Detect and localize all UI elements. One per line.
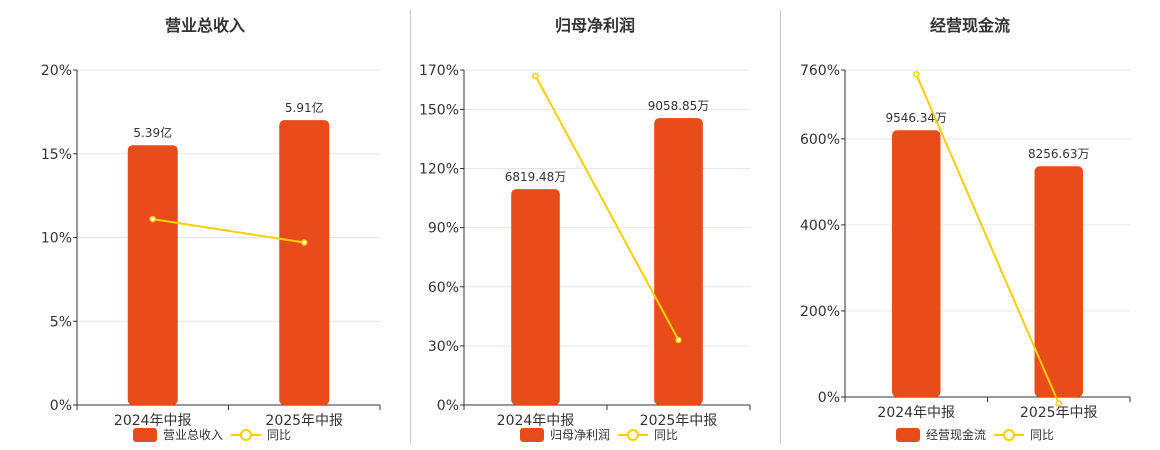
chart-panel-revenue: 营业总收入 0% 5% 10% 15% 20% 5.39亿 2024年中报 5.91亿 2025… [0,0,410,450]
yoy-point [913,71,920,78]
bar-value-label: 6819.48万 [505,170,567,184]
y-tick-label: 120% [419,162,459,178]
y-tick-label: 400% [800,218,840,234]
y-tick-label: 30% [428,339,459,355]
yoy-point [301,239,308,246]
legend-line-label: 同比 [267,428,292,442]
bar [892,130,941,398]
chart-title: 经营现金流 [929,16,1010,35]
bar-value-label: 8256.63万 [1028,147,1090,161]
bar-value-label: 9058.85万 [648,99,710,113]
legend-line-label: 同比 [654,428,679,442]
yoy-point [149,215,156,223]
yoy-point [675,336,682,344]
panel-divider [410,10,411,444]
x-tick-label: 2024年中报 [877,405,955,421]
y-tick-label: 15% [41,147,72,163]
y-tick-label: 150% [419,102,459,118]
y-tick-label: 5% [50,314,72,330]
x-tick-label: 2025年中报 [265,413,343,429]
bar-value-label: 9546.34万 [885,111,947,125]
chart-plot: 0% 5% 10% 15% 20% 5.39亿 2024年中报 5.91亿 2025年中报 [41,63,381,429]
bar [1034,166,1083,397]
chart-legend: 经营现金流 同比 [780,426,1160,443]
yoy-line [152,218,305,244]
x-tick-label: 2024年中报 [114,413,192,429]
legend-bar-swatch [132,427,157,442]
legend-line-swatch [618,428,648,441]
yoy-line [915,73,1060,404]
bar-value-label: 5.39亿 [133,125,172,140]
x-tick-label: 2025年中报 [1020,405,1098,421]
chart-legend: 归母净利润 同比 [410,426,780,443]
y-tick-label: 20% [41,63,72,79]
legend-bar-swatch [895,427,920,442]
bar [279,120,330,406]
legend-bar-label: 营业总收入 [162,428,223,442]
y-tick-label: 0% [50,398,72,414]
chart-legend: 营业总收入 同比 [0,426,410,443]
chart-panel-operating-cash-flow: 经营现金流 0% 200% 400% 600% 760% 9546.34万 2024年中报 8… [780,0,1160,450]
legend-item-bar[interactable]: 归母净利润 [519,426,610,443]
panel-divider [780,10,781,444]
y-tick-label: 600% [800,132,840,148]
legend-line-swatch [231,428,261,441]
legend-item-line[interactable]: 同比 [994,426,1054,443]
legend-line-swatch [994,428,1024,441]
y-tick-label: 90% [428,221,459,237]
yoy-point [532,72,539,80]
legend-item-bar[interactable]: 营业总收入 [132,426,223,443]
legend-item-bar[interactable]: 经营现金流 [895,426,986,443]
y-tick-label: 0% [437,398,459,414]
bar [127,145,178,405]
yoy-point [1055,400,1062,407]
bar-value-label: 5.91亿 [285,100,324,115]
x-tick-label: 2024年中报 [497,413,575,429]
chart-panel-net-profit: 归母净利润 0% 30% 60% 90% 120% 150% 170% 6819.48万 202… [410,0,780,450]
legend-bar-swatch [519,427,544,442]
x-tick-label: 2025年中报 [640,413,718,429]
legend-bar-label: 归母净利润 [549,428,610,442]
bar [511,189,560,405]
chart-title: 归母净利润 [554,16,635,35]
y-tick-label: 170% [419,63,459,79]
y-tick-label: 200% [800,304,840,320]
yoy-line [534,75,680,341]
legend-item-line[interactable]: 同比 [618,426,678,443]
y-tick-label: 760% [800,63,840,79]
legend-line-label: 同比 [1030,428,1055,442]
chart-plot: 0% 30% 60% 90% 120% 150% 170% 6819.48万 2024年中报 90… [419,63,751,429]
chart-title: 营业总收入 [164,16,245,35]
legend-bar-label: 经营现金流 [925,428,986,442]
legend-item-line[interactable]: 同比 [231,426,291,443]
chart-plot: 0% 200% 400% 600% 760% 9546.34万 2024年中报 8256.63… [800,63,1131,421]
y-tick-label: 0% [818,390,840,406]
y-tick-label: 10% [41,231,72,247]
bar [654,118,703,406]
y-tick-label: 60% [428,280,459,296]
